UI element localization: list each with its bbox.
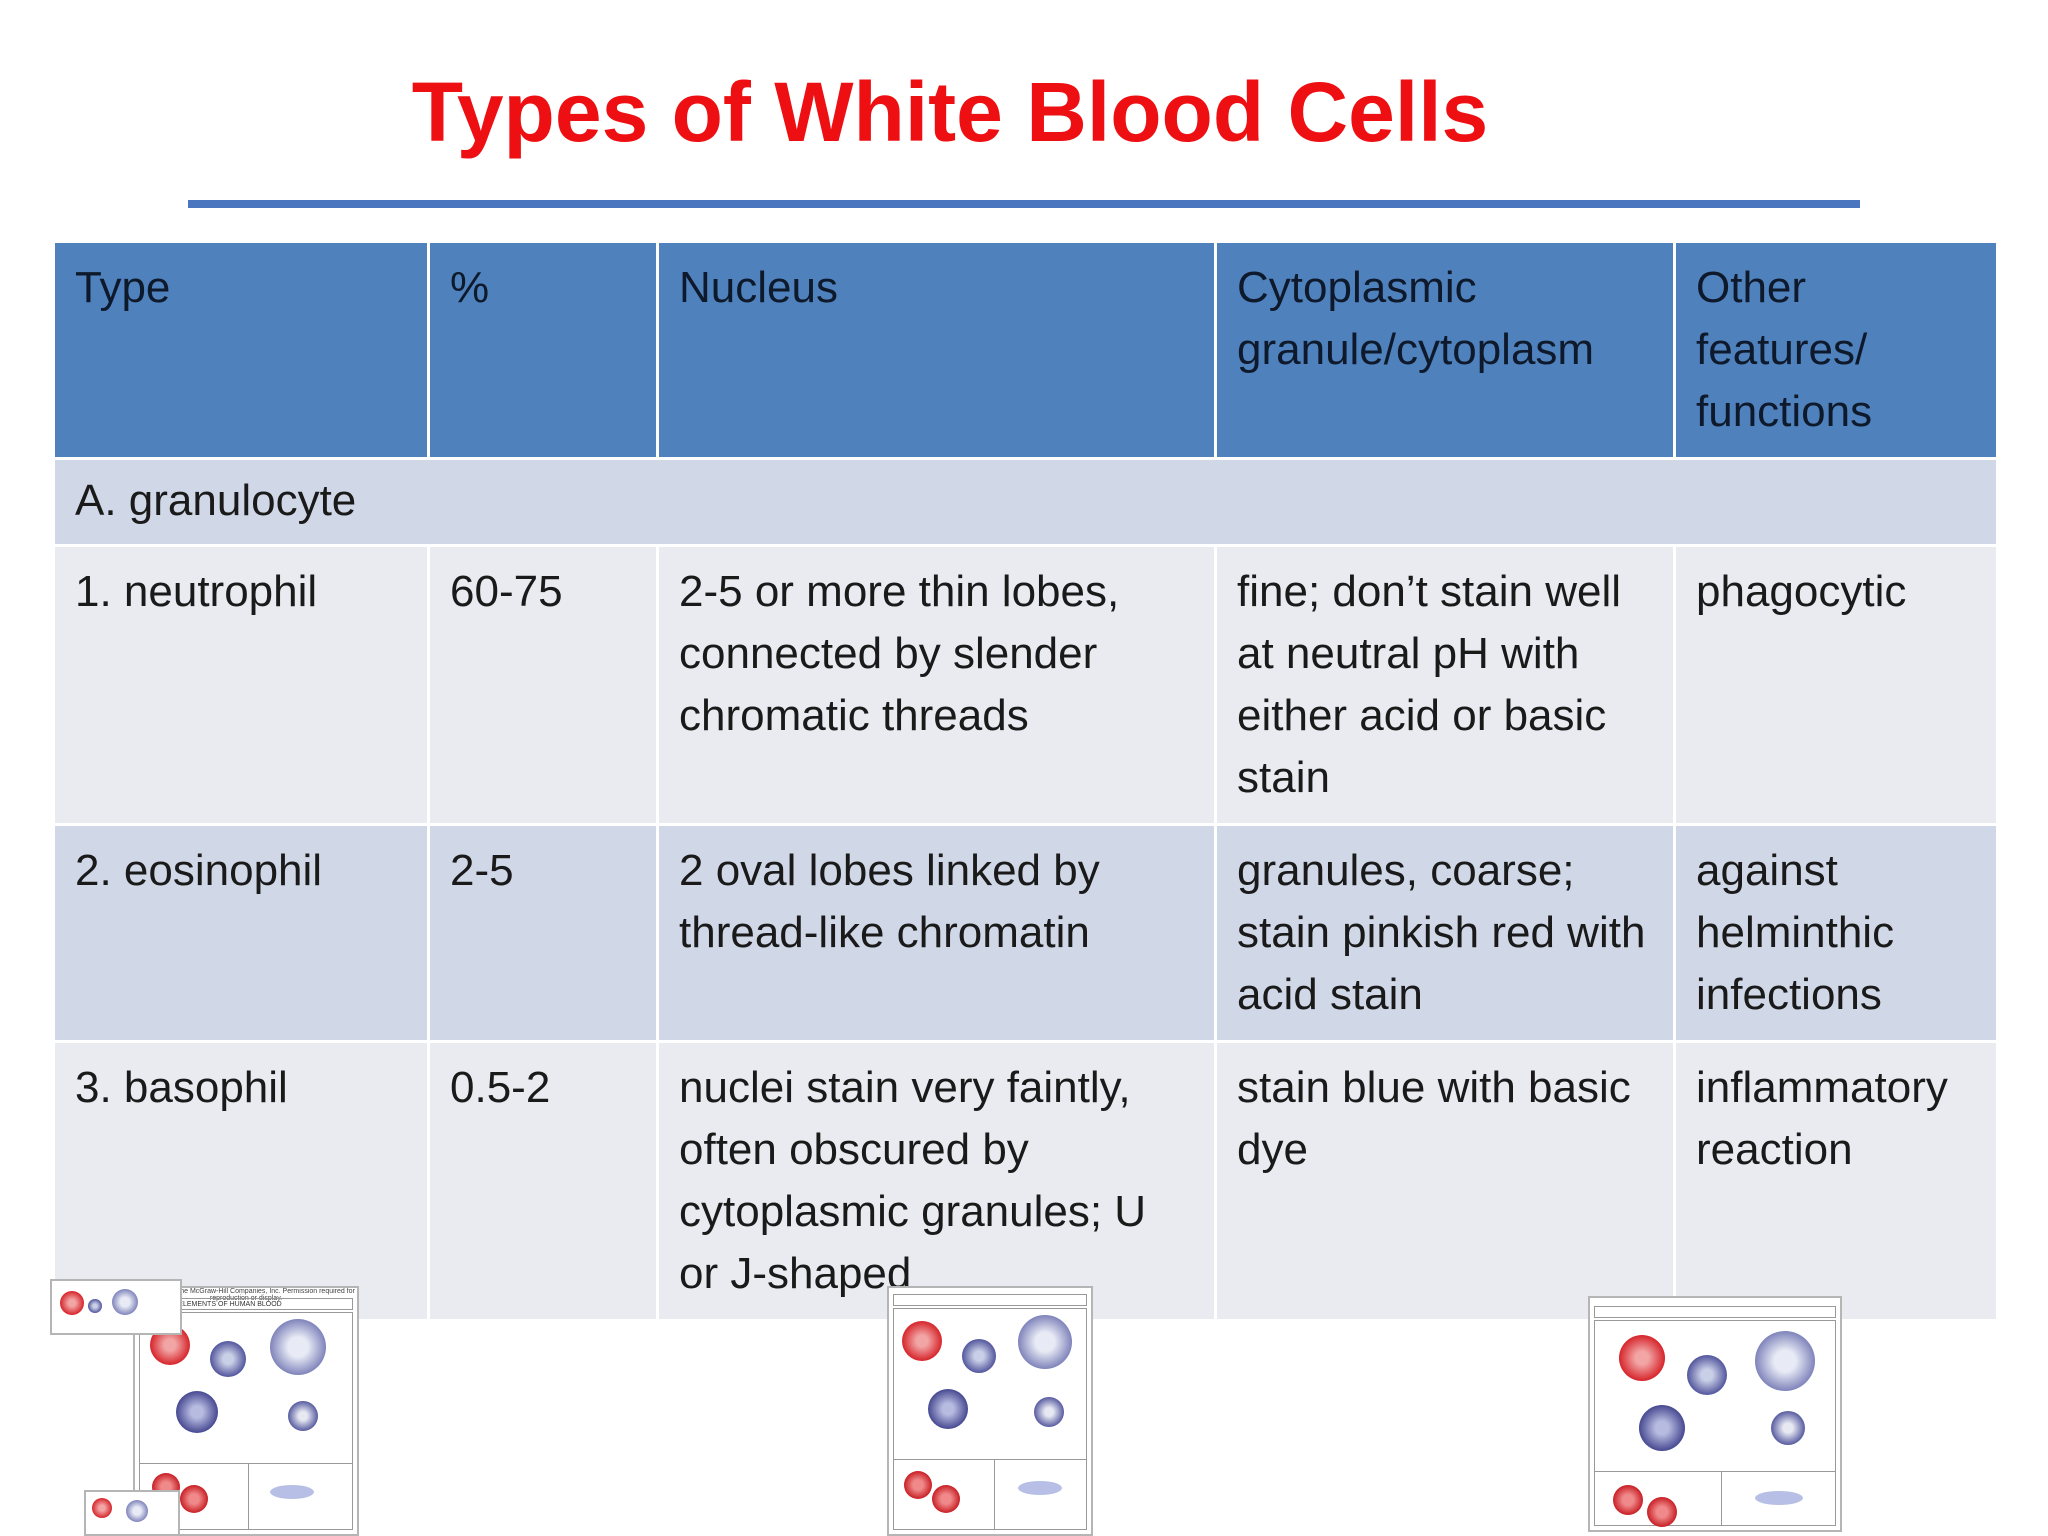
header-percent: % (427, 240, 659, 460)
cell-cytoplasm: granules, coarse; stain pinkish red with… (1214, 823, 1676, 1043)
title-divider (188, 200, 1860, 208)
header-nucleus: Nucleus (656, 240, 1217, 460)
slide-title: Types of White Blood Cells (411, 65, 1489, 159)
cell-functions: against helminthic infections (1673, 823, 1999, 1043)
cell-percent: 0.5-2 (427, 1040, 659, 1322)
cell-nucleus: nuclei stain very faintly, often obscure… (656, 1040, 1217, 1322)
section-row: A. granulocyte (52, 457, 1999, 547)
cell-type: 1. neutrophil (52, 544, 430, 826)
cell-percent: 60-75 (427, 544, 659, 826)
cell-type: 3. basophil (52, 1040, 430, 1322)
table-header-row: Type % Nucleus Cytoplasmic granule/cytop… (52, 240, 1999, 460)
cell-functions: inflammatory reaction (1673, 1040, 1999, 1322)
cell-type: 2. eosinophil (52, 823, 430, 1043)
blood-cells-figure-icon (1588, 1296, 1842, 1532)
table-row: 3. basophil 0.5-2 nuclei stain very fain… (52, 1040, 1999, 1322)
wbc-table: Type % Nucleus Cytoplasmic granule/cytop… (52, 240, 1999, 1322)
section-label: A. granulocyte (52, 457, 1999, 547)
blood-cells-figure-icon (84, 1490, 180, 1536)
cell-cytoplasm: stain blue with basic dye (1214, 1040, 1676, 1322)
header-cytoplasm: Cytoplasmic granule/cytoplasm (1214, 240, 1676, 460)
cell-functions: phagocytic (1673, 544, 1999, 826)
cell-cytoplasm: fine; don’t stain well at neutral pH wit… (1214, 544, 1676, 826)
table-row: 2. eosinophil 2-5 2 oval lobes linked by… (52, 823, 1999, 1043)
cell-nucleus: 2 oval lobes linked by thread-like chrom… (656, 823, 1217, 1043)
blood-cells-figure-icon (50, 1279, 182, 1335)
blood-cells-figure-icon (887, 1286, 1093, 1536)
header-type: Type (52, 240, 430, 460)
cell-nucleus: 2-5 or more thin lobes, connected by sle… (656, 544, 1217, 826)
table-row: 1. neutrophil 60-75 2-5 or more thin lob… (52, 544, 1999, 826)
header-functions: Other features/ functions (1673, 240, 1999, 460)
cell-percent: 2-5 (427, 823, 659, 1043)
